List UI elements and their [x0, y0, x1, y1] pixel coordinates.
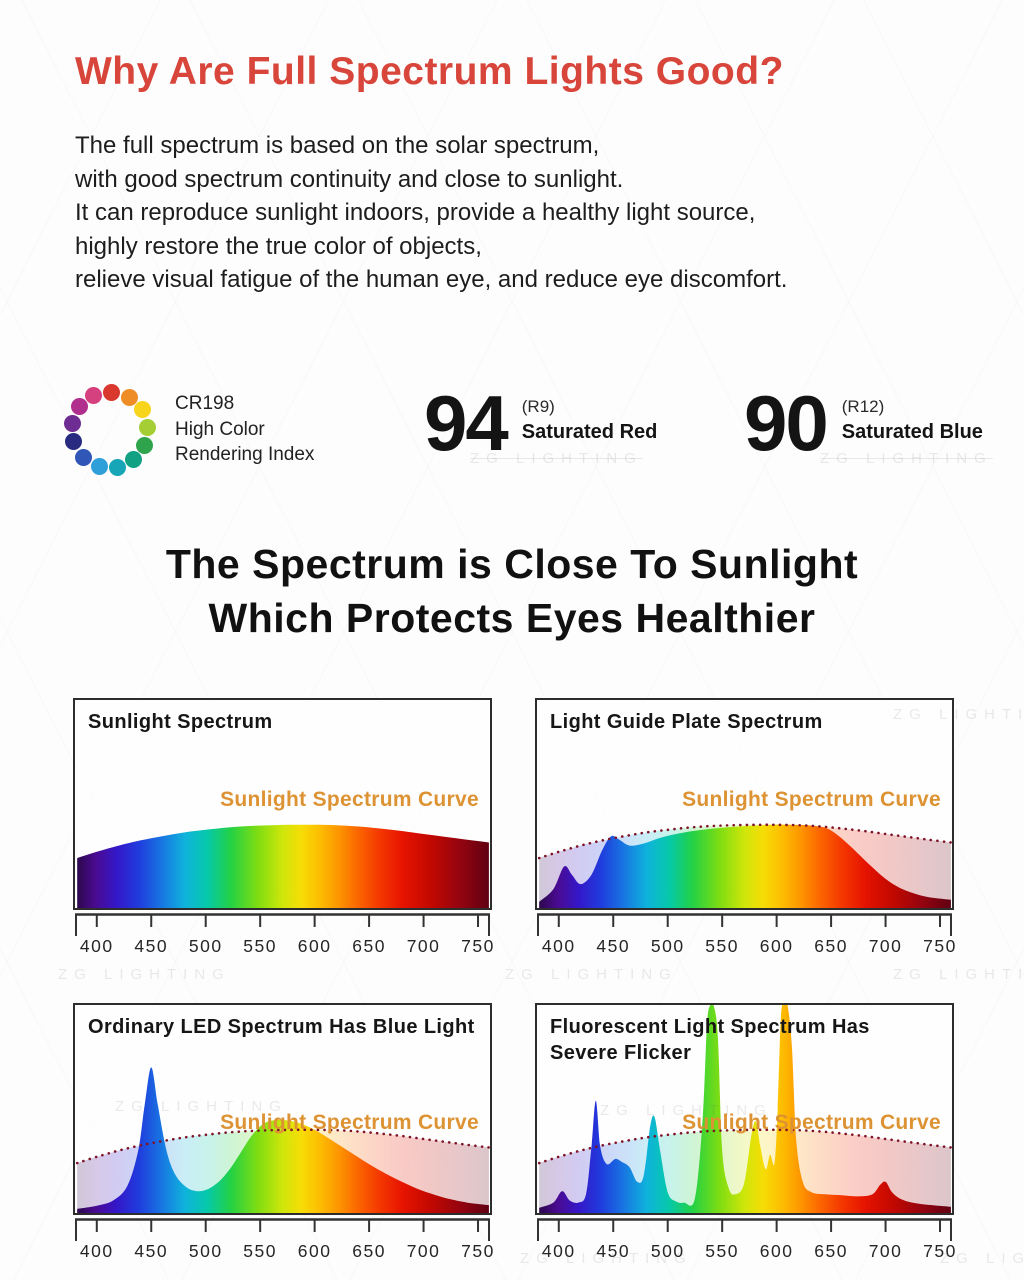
x-axis-labels: 400 450 500 550 600 650 700 750 [537, 936, 955, 958]
watermark-text: ZG LIGHTING [505, 966, 678, 983]
x-axis-tick-label: 500 [650, 1241, 685, 1261]
x-axis-labels: 400 450 500 550 600 650 700 750 [75, 1241, 493, 1263]
x-axis-tick-label: 400 [541, 1241, 576, 1261]
x-axis-tick-label: 700 [868, 1241, 903, 1261]
x-axis-labels: 400 450 500 550 600 650 700 750 [537, 1241, 955, 1263]
spectrum-chart-panel: Sunlight Spectrum Sunlight Spectrum Curv… [73, 698, 492, 910]
spectrum-chart-panel: Ordinary LED Spectrum Has Blue Light Sun… [73, 1003, 492, 1215]
chart-fluorescent-spectrum: Fluorescent Light Spectrum Has Severe Fli… [535, 1003, 955, 1261]
chart-title: Ordinary LED Spectrum Has Blue Light [88, 1016, 475, 1038]
metric-saturated-blue: 90 (R12) Saturated Blue [744, 379, 983, 467]
x-axis-tick-label: 650 [814, 1241, 848, 1261]
metric-ref: (R12) [841, 397, 885, 416]
x-axis-tick-label: 450 [596, 936, 631, 956]
x-axis-tick-label: 750 [923, 1241, 957, 1261]
x-axis-tick-label: 400 [541, 936, 576, 956]
spectrum-plot [75, 1067, 490, 1213]
x-axis-tick-label: 450 [596, 1241, 631, 1261]
chart-sunlight-spectrum: Sunlight Spectrum Sunlight Spectrum Curv… [73, 698, 493, 956]
spectrum-plot [77, 824, 489, 908]
color-dot [71, 398, 89, 416]
sunlight-curve-label: Sunlight Spectrum Curve [220, 1111, 479, 1134]
intro-line: with good spectrum continuity and close … [75, 165, 624, 193]
cri-label-line: Rendering Index [175, 444, 315, 465]
x-axis-tick-label: 700 [868, 936, 903, 956]
section-heading-line1: The Spectrum is Close To Sunlight [165, 541, 859, 587]
x-axis-tick-label: 600 [297, 1241, 332, 1261]
intro-paragraph: The full spectrum is based on the solar … [75, 129, 787, 297]
x-axis-tick-label: 600 [759, 1241, 794, 1261]
chart-light-guide-plate-spectrum: Light Guide Plate Spectrum Sunlight Spec… [535, 698, 955, 956]
sunlight-curve-label: Sunlight Spectrum Curve [220, 788, 479, 811]
metric-ref: (R9) [521, 397, 555, 416]
x-axis-tick-label: 750 [461, 936, 495, 956]
x-axis-tick-label: 750 [461, 1241, 495, 1261]
watermark-text: ZG LIGHTING [58, 966, 231, 983]
cri-label-line: CR198 [175, 393, 235, 414]
x-axis-ruler [75, 913, 490, 936]
x-axis-tick-label: 500 [650, 936, 685, 956]
x-axis-ruler [537, 1218, 952, 1241]
x-axis-ruler [537, 913, 952, 936]
x-axis-tick-label: 450 [134, 936, 169, 956]
watermark-text: ZG LIGHTING [893, 966, 1024, 983]
x-axis-tick-label: 400 [79, 936, 114, 956]
x-axis-tick-label: 400 [79, 1241, 114, 1261]
color-dot [108, 458, 126, 476]
color-dot [136, 436, 154, 454]
chart-ordinary-led-spectrum: Ordinary LED Spectrum Has Blue Light Sun… [73, 1003, 493, 1261]
spectrum-plot [537, 1005, 952, 1213]
x-axis-tick-label: 550 [243, 936, 278, 956]
color-dot [64, 415, 82, 433]
x-axis-tick-label: 550 [705, 936, 740, 956]
x-axis-tick-label: 600 [759, 936, 794, 956]
chart-title: Light Guide Plate Spectrum [550, 711, 823, 733]
color-dot [74, 448, 92, 466]
spectrum-plot [537, 823, 952, 908]
color-dot [133, 401, 151, 419]
x-axis-tick-label: 500 [188, 1241, 223, 1261]
x-axis-labels: 400 450 500 550 600 650 700 750 [75, 936, 493, 958]
cri-label-line: High Color [175, 418, 265, 440]
metric-label: Saturated Red [521, 421, 658, 443]
x-axis-tick-label: 650 [352, 936, 386, 956]
intro-line: The full spectrum is based on the solar … [75, 132, 600, 159]
color-dot [85, 387, 103, 405]
section-heading-line2: Which Protects Eyes Healthier [208, 595, 816, 641]
chart-title: Sunlight Spectrum [88, 711, 273, 733]
chart-title: Fluorescent Light Spectrum Has Severe Fli… [550, 1016, 870, 1064]
metric-saturated-red: 94 (R9) Saturated Red [424, 379, 658, 467]
x-axis-tick-label: 450 [134, 1241, 169, 1261]
x-axis-tick-label: 550 [243, 1241, 278, 1261]
metric-value: 94 [424, 379, 509, 467]
color-dot [125, 451, 143, 469]
color-dot [65, 433, 83, 451]
color-dot [103, 383, 121, 401]
x-axis-tick-label: 550 [705, 1241, 740, 1261]
metric-label: Saturated Blue [841, 421, 983, 443]
page-title: Why Are Full Spectrum Lights Good? [75, 50, 784, 93]
x-axis-tick-label: 500 [188, 936, 223, 956]
color-rendering-ring-icon [58, 378, 162, 482]
x-axis-tick-label: 750 [923, 936, 957, 956]
x-axis-ruler [75, 1218, 490, 1241]
metric-value: 90 [744, 379, 829, 467]
color-dot [139, 418, 157, 436]
sunlight-curve-label: Sunlight Spectrum Curve [682, 788, 941, 811]
intro-line: highly restore the true color of objects… [75, 232, 482, 260]
x-axis-tick-label: 650 [814, 936, 848, 956]
spectrum-chart-panel: Light Guide Plate Spectrum Sunlight Spec… [535, 698, 954, 910]
intro-line: It can reproduce sunlight indoors, provi… [75, 199, 756, 226]
color-dot [90, 457, 108, 475]
x-axis-tick-label: 650 [352, 1241, 386, 1261]
x-axis-tick-label: 700 [406, 1241, 441, 1261]
sunlight-curve-label: Sunlight Spectrum Curve [682, 1111, 941, 1134]
color-dot [120, 388, 138, 406]
intro-line: relieve visual fatigue of the human eye,… [75, 266, 788, 293]
spectrum-chart-panel: Fluorescent Light Spectrum Has Severe Fli… [535, 1003, 954, 1215]
x-axis-tick-label: 700 [406, 936, 441, 956]
cri-label: CR198 High Color Rendering Index [175, 391, 314, 468]
x-axis-tick-label: 600 [297, 936, 332, 956]
